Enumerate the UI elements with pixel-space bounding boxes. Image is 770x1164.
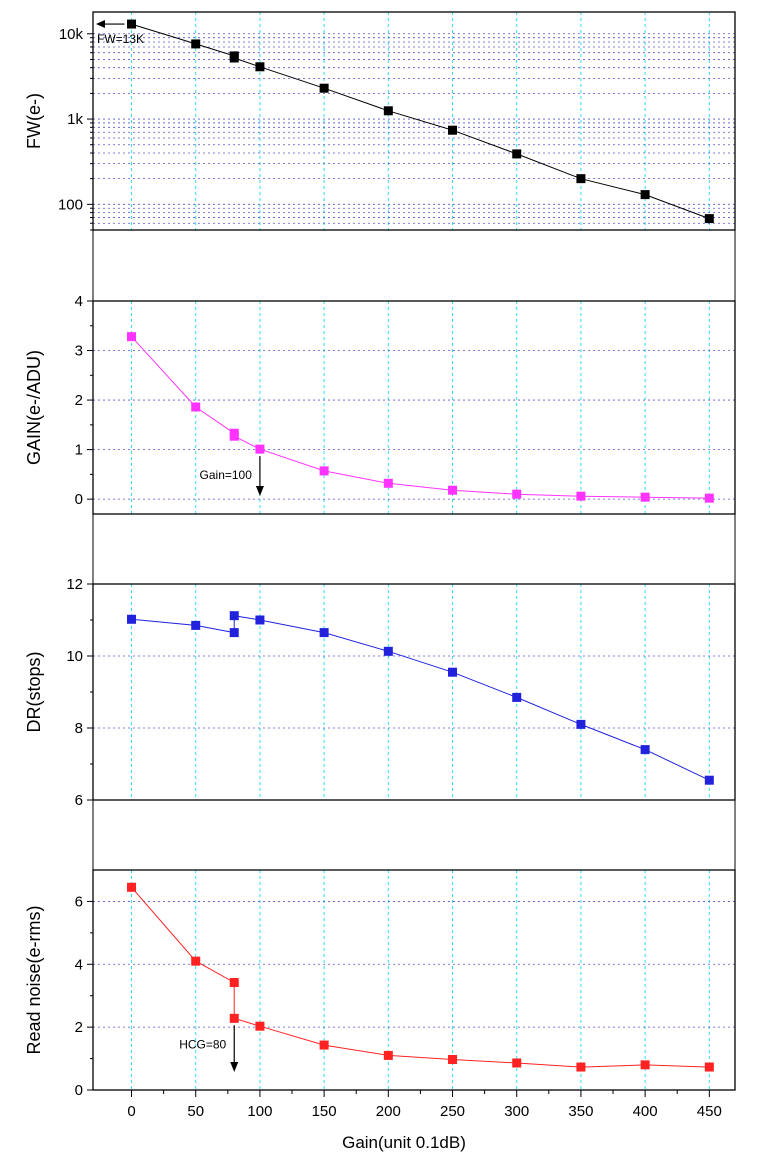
data-point [704,493,714,503]
data-point [512,1058,522,1068]
data-point [383,106,393,116]
y-tick-label: 3 [75,343,83,360]
data-point [319,466,329,476]
x-tick-label: 450 [697,1103,722,1120]
panel-dr: 6 8 10 12 DR(stops) [24,576,736,809]
panel-frame [92,300,736,515]
y-tick-label: 100 [58,196,83,213]
y-tick-label: 6 [75,792,83,809]
series-line [131,336,710,499]
series-line [131,615,710,781]
data-point [512,149,522,159]
series-line [131,23,710,220]
x-tick-label: 300 [504,1103,529,1120]
data-point [229,1013,239,1023]
annotation-label: FW=13K [97,32,144,46]
y-tick-label: 2 [75,392,83,409]
data-point [448,1055,458,1065]
annotation-arrowhead [230,1062,239,1072]
data-point [319,628,329,638]
data-point [383,646,393,656]
data-point [640,1060,650,1070]
panel-frame [92,869,736,1091]
x-tick-label: 250 [440,1103,465,1120]
y-axis-label: FW(e-) [24,93,44,149]
data-point [704,214,714,224]
data-point [383,478,393,488]
x-tick-label: 400 [633,1103,658,1120]
data-point [191,956,201,966]
data-point [448,485,458,495]
data-point [229,628,239,638]
data-point [512,692,522,702]
data-point [229,53,239,63]
x-tick-label: 350 [568,1103,593,1120]
data-point [191,402,201,412]
panel-frame [92,583,736,801]
y-tick-label: 0 [75,491,83,508]
annotation-label: Gain=100 [200,468,253,482]
y-tick-label: 1 [75,442,83,459]
y-tick-label: 8 [75,720,83,737]
panel-gain: 0 1 2 3 4 GAIN(e-/ADU) Gain=100 [24,293,736,515]
panel-spacer-3 [92,799,736,871]
data-point [191,620,201,630]
data-point [229,978,239,988]
data-point [576,174,586,184]
series-line [131,886,710,1068]
data-point [255,62,265,72]
y-tick-label: 4 [75,956,83,973]
data-point [127,332,137,342]
data-point [640,745,650,755]
panel-spacer-2 [92,513,736,585]
y-axis-label: GAIN(e-/ADU) [24,350,44,465]
data-point [704,775,714,785]
y-tick-label: 4 [75,293,83,310]
y-tick-label: 1k [67,111,83,128]
annotation-arrowhead [255,486,264,496]
data-point [255,615,265,625]
annotation-label: HCG=80 [179,1037,226,1051]
y-tick-label: 12 [66,576,83,593]
data-point [576,1062,586,1072]
y-tick-label: 10k [59,26,84,43]
x-tick-label: 0 [127,1103,135,1120]
y-tick-label: 10 [66,648,83,665]
data-point [383,1050,393,1060]
annotation-arrowhead [96,20,105,29]
x-tick-label: 50 [187,1103,204,1120]
data-point [127,614,137,624]
data-point [576,491,586,501]
data-point [127,19,137,29]
data-point [255,444,265,454]
x-axis-label: Gain(unit 0.1dB) [342,1133,466,1152]
panel-frame [92,11,736,231]
data-point [512,489,522,499]
y-axis-label: Read noise(e-rms) [24,905,44,1054]
data-point [640,492,650,502]
data-point [127,882,137,892]
data-point [255,1021,265,1031]
x-tick-label: 150 [312,1103,337,1120]
data-point [448,667,458,677]
x-tick-label: 100 [247,1103,272,1120]
data-point [229,431,239,441]
y-tick-label: 6 [75,893,83,910]
data-point [319,83,329,93]
y-tick-label: 2 [75,1019,83,1036]
data-point [704,1062,714,1072]
panel-spacer-1 [92,229,736,302]
data-point [448,125,458,135]
panel-rn: 0 2 4 6 Read noise(e-rms) HCG=80 [24,869,736,1099]
y-tick-label: 0 [75,1082,83,1099]
panel-fw: 100 1k 10k FW(e-) FW=13K [24,11,736,231]
data-point [640,190,650,200]
y-axis-label: DR(stops) [24,651,44,732]
data-point [191,39,201,49]
data-point [319,1040,329,1050]
data-point [576,719,586,729]
data-point [229,611,239,621]
x-tick-label: 200 [376,1103,401,1120]
